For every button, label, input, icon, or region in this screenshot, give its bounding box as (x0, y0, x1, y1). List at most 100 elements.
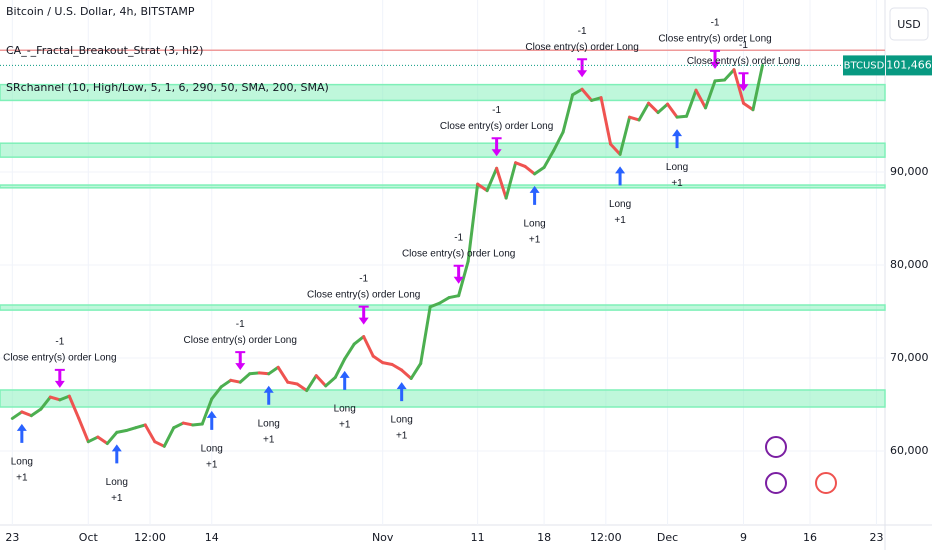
price-segment (514, 161, 527, 168)
signal-label: Close entry(s) order Long (3, 352, 116, 363)
indicator-label: CA_-_Fractal_Breakout_Strat (3, hl2) (6, 44, 203, 57)
price-segment (305, 374, 318, 393)
price-segment (276, 365, 290, 384)
close-arrow (54, 368, 65, 388)
signal-label: Close entry(s) order Long (307, 289, 420, 300)
price-segment (476, 182, 489, 193)
sr-band (0, 83, 886, 102)
long-arrow (672, 129, 683, 149)
signal-qty: -1 (711, 18, 720, 29)
price-segment (571, 87, 584, 97)
long-arrow (396, 382, 407, 402)
signal-label: Close entry(s) order Long (440, 121, 553, 132)
signal-qty: -1 (454, 232, 463, 243)
price-segment (656, 102, 670, 115)
price-segment (20, 410, 33, 418)
price-segment (162, 426, 176, 448)
price-segment (67, 394, 81, 420)
close-arrow (491, 137, 502, 157)
signal-qty: +1 (671, 178, 683, 189)
close-arrow (577, 58, 588, 78)
signal-label: Long (11, 457, 33, 468)
x-tick-label: 23 (5, 531, 19, 544)
x-tick-label: Nov (372, 531, 394, 544)
x-tick-label: Dec (657, 531, 678, 544)
price-segment (371, 354, 385, 365)
price-segment (267, 365, 280, 376)
price-segment (533, 165, 546, 176)
price-segment (314, 374, 328, 388)
signal-label: Close entry(s) order Long (525, 42, 638, 53)
signal-qty: +1 (614, 215, 626, 226)
signal-qty: +1 (339, 420, 351, 431)
long-arrow (16, 423, 27, 443)
price-label: 101,466 (886, 58, 932, 71)
price-segment (153, 440, 166, 448)
signal-label: Close entry(s) order Long (687, 56, 800, 67)
price-segment (257, 371, 271, 376)
y-tick-label: 70,000 (890, 351, 929, 364)
currency-button[interactable] (889, 7, 929, 41)
price-segment (580, 87, 594, 102)
signal-label: Close entry(s) order Long (402, 248, 515, 259)
price-segment (200, 397, 214, 426)
sr-band (0, 389, 886, 408)
price-segment (381, 361, 394, 367)
price-segment (495, 166, 508, 200)
x-tick-label: 23 (869, 531, 883, 544)
price-segment (29, 407, 43, 418)
signal-qty: -1 (359, 273, 368, 284)
price-segment (143, 423, 157, 444)
price-segment (390, 363, 404, 372)
close-arrow (358, 305, 369, 325)
price-segment (409, 362, 423, 380)
event-icon[interactable] (765, 472, 787, 494)
price-segment (704, 79, 717, 110)
price-segment (295, 382, 309, 393)
long-arrow (529, 185, 540, 205)
price-segment (713, 78, 727, 83)
price-segment (10, 410, 24, 420)
signal-qty: -1 (492, 105, 501, 116)
sr-band (0, 184, 886, 189)
signal-qty: -1 (55, 336, 64, 347)
signal-label: Long (201, 444, 223, 455)
x-tick-label: 14 (205, 531, 219, 544)
event-icon[interactable] (815, 472, 837, 494)
price-tag (886, 55, 932, 76)
currency[interactable]: USD (897, 18, 921, 31)
price-segment (723, 68, 736, 82)
x-tick-label: 12:00 (134, 531, 166, 544)
chart-title: Bitcoin / U.S. Dollar, 4h, BITSTAMP (6, 5, 195, 18)
price-segment (124, 426, 138, 433)
close-arrow (235, 351, 246, 371)
x-tick-label: 11 (471, 531, 485, 544)
price-segment (590, 96, 603, 102)
x-tick-label: Oct (79, 531, 99, 544)
signal-label: Long (391, 415, 413, 426)
price-segment (466, 182, 480, 263)
sr-band (0, 304, 886, 311)
signal-label: Long (666, 162, 688, 173)
price-segment (609, 142, 622, 156)
price-segment (48, 395, 62, 402)
symbol-tag (843, 55, 885, 76)
signal-label: Long (258, 418, 280, 429)
signal-label: Long (106, 477, 128, 488)
price-segment (238, 372, 252, 384)
event-icon[interactable] (765, 436, 787, 458)
price-segment (134, 423, 147, 430)
price-segment (77, 416, 90, 444)
price-segment (219, 378, 233, 389)
price-segment (181, 421, 195, 427)
price-segment (400, 368, 413, 380)
x-tick-label: 16 (803, 531, 817, 544)
price-segment (191, 422, 204, 427)
long-arrow (111, 444, 122, 464)
price-segment (628, 115, 641, 122)
price-segment (324, 376, 337, 388)
price-segment (666, 102, 679, 119)
price-segment (172, 421, 185, 430)
signal-qty: +1 (16, 473, 28, 484)
